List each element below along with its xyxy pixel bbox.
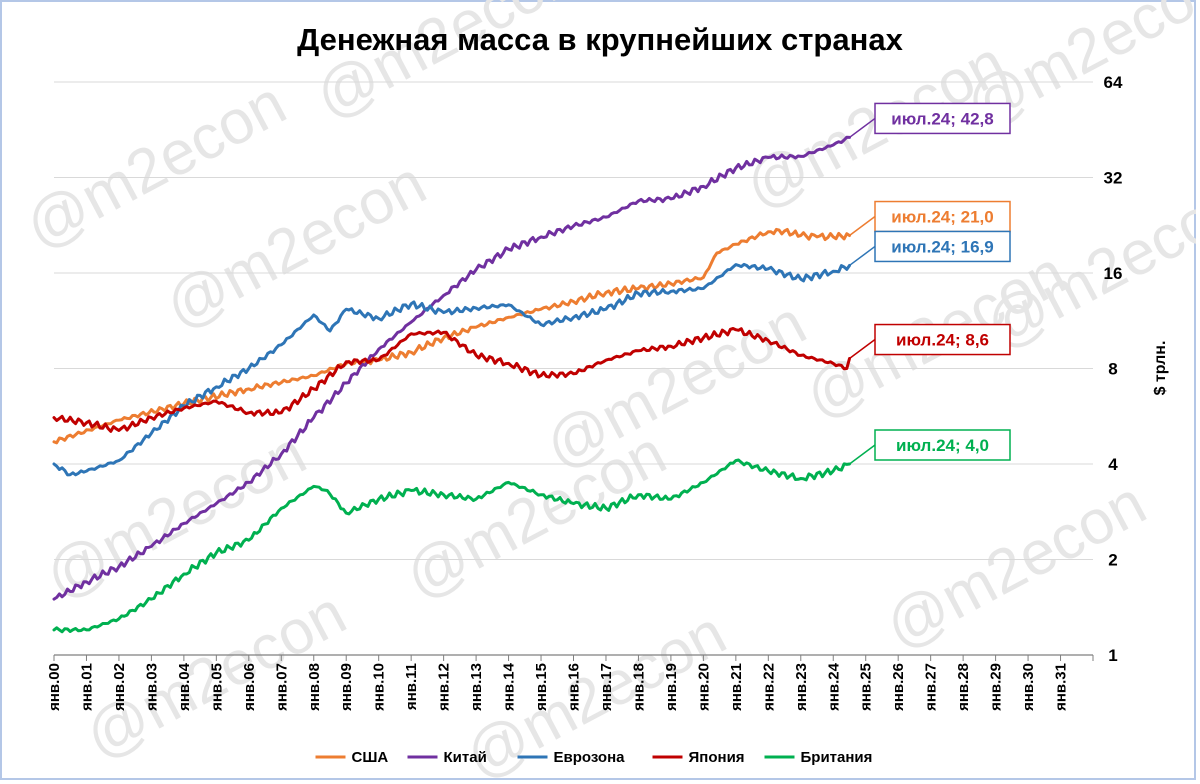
x-tick-label: янв.29	[988, 663, 1005, 711]
x-tick-label: янв.06	[241, 663, 258, 711]
y-tick-label: 4	[1108, 455, 1118, 474]
series-line	[52, 135, 851, 601]
x-tick-label: янв.25	[858, 663, 875, 711]
x-tick-label: янв.22	[760, 663, 777, 711]
x-tick-label: янв.14	[501, 662, 518, 711]
watermark-layer: @m2econ@m2econ@m2econ@m2econ@m2econ@m2ec…	[14, 0, 1196, 780]
x-tick-label: янв.19	[663, 663, 680, 711]
x-tick-label: янв.15	[533, 663, 550, 711]
x-tick-label: янв.20	[695, 663, 712, 711]
callout-box	[874, 429, 1011, 461]
x-tick-label: янв.08	[306, 663, 323, 711]
callout: июл.24; 4,0	[849, 429, 1011, 465]
legend-item: Еврозона	[517, 749, 626, 766]
callout: июл.24; 8,6	[849, 323, 1011, 360]
x-tick-label: янв.21	[728, 663, 745, 711]
legend-label: Британия	[801, 749, 873, 766]
watermark-text: @m2econ	[394, 418, 677, 612]
x-tick-label: янв.05	[208, 663, 225, 711]
callout-label: июл.24; 4,0	[896, 436, 989, 455]
callout-leader	[849, 444, 876, 465]
x-tick-label: янв.18	[630, 663, 647, 711]
x-tick-label: янв.09	[338, 663, 355, 711]
callout: июл.24; 16,9	[849, 230, 1011, 267]
x-axis: янв.00 янв.01 янв.02 янв.03 янв.04 янв.05 янв.…	[46, 654, 1094, 711]
y-axis-ticks: 1 2 4 8 16 32 64	[1104, 73, 1123, 665]
legend-label: Китай	[444, 749, 487, 766]
callout-leader	[849, 215, 876, 237]
legend-label: США	[352, 749, 389, 766]
callout-box	[874, 230, 1011, 263]
y-tick-label: 8	[1108, 360, 1117, 379]
series-lines	[52, 135, 851, 634]
series-line	[52, 227, 851, 445]
callout-leader	[849, 338, 876, 360]
x-tick-label: янв.00	[46, 663, 63, 711]
x-tick-label: янв.10	[371, 663, 388, 711]
x-tick-label: янв.17	[598, 663, 615, 711]
callout: июл.24; 42,8	[849, 102, 1011, 139]
y-tick-label: 1	[1108, 646, 1117, 665]
x-tick-label: янв.13	[468, 663, 485, 711]
callout-leader	[849, 117, 876, 139]
x-tick-label: янв.04	[176, 662, 193, 711]
legend: США Китай Еврозона Япония Британия	[315, 749, 873, 766]
grid-lines	[54, 81, 1093, 560]
callout-leader	[849, 245, 876, 267]
callout-label: июл.24; 42,8	[891, 109, 993, 128]
y-tick-label: 2	[1108, 551, 1117, 570]
x-tick-label: янв.12	[436, 663, 453, 711]
x-tick-label: янв.28	[955, 663, 972, 711]
series-line	[52, 458, 851, 634]
x-tick-label: янв.16	[566, 663, 583, 711]
x-tick-label: янв.01	[78, 663, 95, 711]
callout: июл.24; 21,0	[849, 200, 1011, 237]
x-tick-label: янв.23	[793, 663, 810, 711]
legend-item: Китай	[407, 749, 487, 766]
legend-label: Еврозона	[554, 749, 626, 766]
end-value-callouts: июл.24; 21,0 июл.24; 42,8 июл.24; 16,9 июл.…	[849, 102, 1011, 465]
x-tick-label: янв.24	[825, 662, 842, 711]
y-tick-label: 32	[1104, 169, 1123, 188]
callout-box	[874, 102, 1011, 135]
y-axis-label: $ трлн.	[1152, 341, 1169, 396]
x-tick-label: янв.26	[890, 663, 907, 711]
callout-box	[874, 323, 1011, 356]
x-tick-label: янв.11	[403, 663, 420, 710]
callout-label: июл.24; 16,9	[891, 237, 993, 256]
y-tick-label: 64	[1104, 73, 1123, 92]
x-tick-label: янв.03	[143, 663, 160, 711]
legend-item: Япония	[652, 749, 745, 766]
watermark-text: @m2econ	[304, 0, 587, 132]
legend-item: Британия	[764, 749, 873, 766]
callout-label: июл.24; 21,0	[891, 208, 993, 227]
legend-label: Япония	[689, 749, 745, 766]
x-tick-label: янв.07	[273, 663, 290, 711]
callout-label: июл.24; 8,6	[896, 331, 989, 350]
x-tick-label: янв.31	[1053, 663, 1070, 711]
x-tick-label: янв.27	[923, 663, 940, 711]
x-tick-label: янв.30	[1020, 663, 1037, 711]
legend-item: США	[315, 749, 389, 766]
y-tick-label: 16	[1104, 264, 1123, 283]
x-tick-label: янв.02	[111, 663, 128, 711]
chart-title: Денежная масса в крупнейших странах	[297, 22, 903, 57]
series-line	[52, 327, 851, 433]
